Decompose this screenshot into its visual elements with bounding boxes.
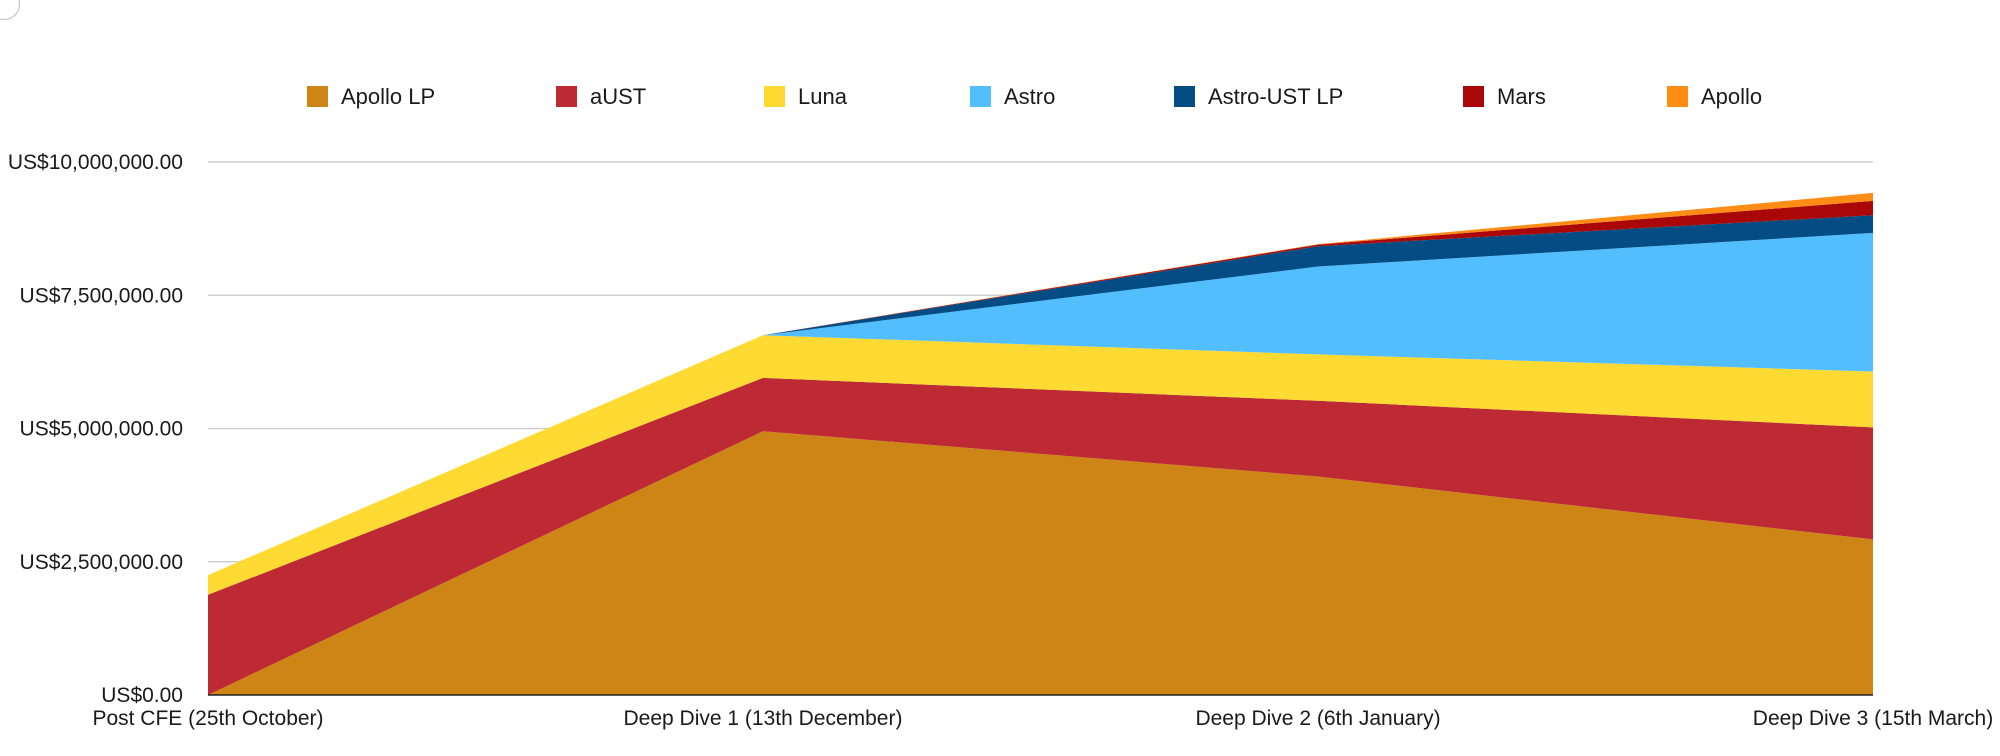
x-tick-label: Post CFE (25th October)	[92, 707, 323, 730]
legend-item: Astro	[970, 84, 1055, 109]
legend-swatch	[1463, 86, 1484, 107]
legend-label: Apollo	[1701, 84, 1762, 109]
legend-swatch	[764, 86, 785, 107]
legend-swatch	[307, 86, 328, 107]
area-luna	[208, 335, 1873, 595]
legend-item: aUST	[556, 84, 646, 109]
y-tick-label: US$7,500,000.00	[20, 284, 183, 307]
area-apollo-lp	[208, 431, 1873, 695]
y-tick-label: US$2,500,000.00	[20, 551, 183, 574]
legend-swatch	[1667, 86, 1688, 107]
legend-item: Apollo	[1667, 84, 1762, 109]
legend-item: Apollo LP	[307, 84, 435, 109]
x-tick-label: Deep Dive 3 (15th March)	[1753, 707, 1993, 730]
legend-item: Luna	[764, 84, 848, 109]
y-tick-label: US$10,000,000.00	[8, 151, 183, 174]
legend-swatch	[556, 86, 577, 107]
legend-label: Astro	[1004, 84, 1055, 109]
legend-label: Astro-UST LP	[1208, 84, 1343, 109]
legend-label: Mars	[1497, 84, 1546, 109]
area-series	[208, 192, 1873, 695]
y-tick-label: US$5,000,000.00	[20, 418, 183, 441]
legend-swatch	[1174, 86, 1195, 107]
legend-label: Luna	[798, 84, 848, 109]
legend-item: Astro-UST LP	[1174, 84, 1343, 109]
legend-label: Apollo LP	[341, 84, 435, 109]
area-aust	[208, 377, 1873, 695]
area-astro	[208, 232, 1873, 576]
y-tick-label: US$0.00	[101, 684, 183, 707]
legend-swatch	[970, 86, 991, 107]
legend-item: Mars	[1463, 84, 1546, 109]
legend: Apollo LP aUST Luna Astro Astro-UST LP Mars Ap…	[307, 84, 1762, 109]
x-tick-label: Deep Dive 1 (13th December)	[624, 707, 903, 730]
axes: US$0.00 US$2,500,000.00 US$5,000,000.00 US$…	[8, 151, 1993, 730]
x-tick-label: Deep Dive 2 (6th January)	[1195, 707, 1440, 730]
legend-label: aUST	[590, 84, 646, 109]
